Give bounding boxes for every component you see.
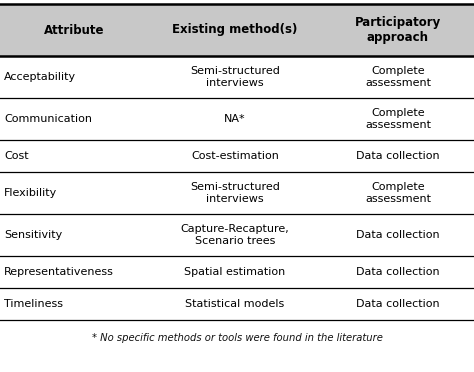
Text: Data collection: Data collection bbox=[356, 230, 440, 240]
Text: Acceptability: Acceptability bbox=[4, 72, 76, 82]
Bar bbox=[0, 140, 474, 172]
Text: Data collection: Data collection bbox=[356, 299, 440, 309]
Text: Data collection: Data collection bbox=[356, 151, 440, 161]
Text: Complete
assessment: Complete assessment bbox=[365, 108, 431, 130]
Text: Attribute: Attribute bbox=[44, 23, 104, 36]
Text: Representativeness: Representativeness bbox=[4, 267, 114, 277]
Text: Communication: Communication bbox=[4, 114, 92, 124]
Bar bbox=[0, 172, 474, 214]
Text: Flexibility: Flexibility bbox=[4, 188, 57, 198]
Bar bbox=[0, 4, 474, 56]
Text: Statistical models: Statistical models bbox=[185, 299, 284, 309]
Text: Timeliness: Timeliness bbox=[4, 299, 63, 309]
Text: Semi-structured
interviews: Semi-structured interviews bbox=[190, 182, 280, 204]
Text: Cost-estimation: Cost-estimation bbox=[191, 151, 279, 161]
Bar bbox=[0, 256, 474, 288]
Text: Semi-structured
interviews: Semi-structured interviews bbox=[190, 66, 280, 88]
Text: Data collection: Data collection bbox=[356, 267, 440, 277]
Text: Spatial estimation: Spatial estimation bbox=[184, 267, 286, 277]
Bar bbox=[0, 288, 474, 320]
Bar bbox=[0, 214, 474, 256]
Text: NA*: NA* bbox=[224, 114, 246, 124]
Text: Cost: Cost bbox=[4, 151, 28, 161]
Text: * No specific methods or tools were found in the literature: * No specific methods or tools were foun… bbox=[91, 333, 383, 343]
Text: Existing method(s): Existing method(s) bbox=[173, 23, 298, 36]
Text: Complete
assessment: Complete assessment bbox=[365, 66, 431, 88]
Bar bbox=[0, 56, 474, 98]
Bar bbox=[0, 98, 474, 140]
Text: Capture-Recapture,
Scenario trees: Capture-Recapture, Scenario trees bbox=[181, 224, 289, 246]
Text: Complete
assessment: Complete assessment bbox=[365, 182, 431, 204]
Text: Sensitivity: Sensitivity bbox=[4, 230, 62, 240]
Text: Participatory
approach: Participatory approach bbox=[355, 16, 441, 44]
